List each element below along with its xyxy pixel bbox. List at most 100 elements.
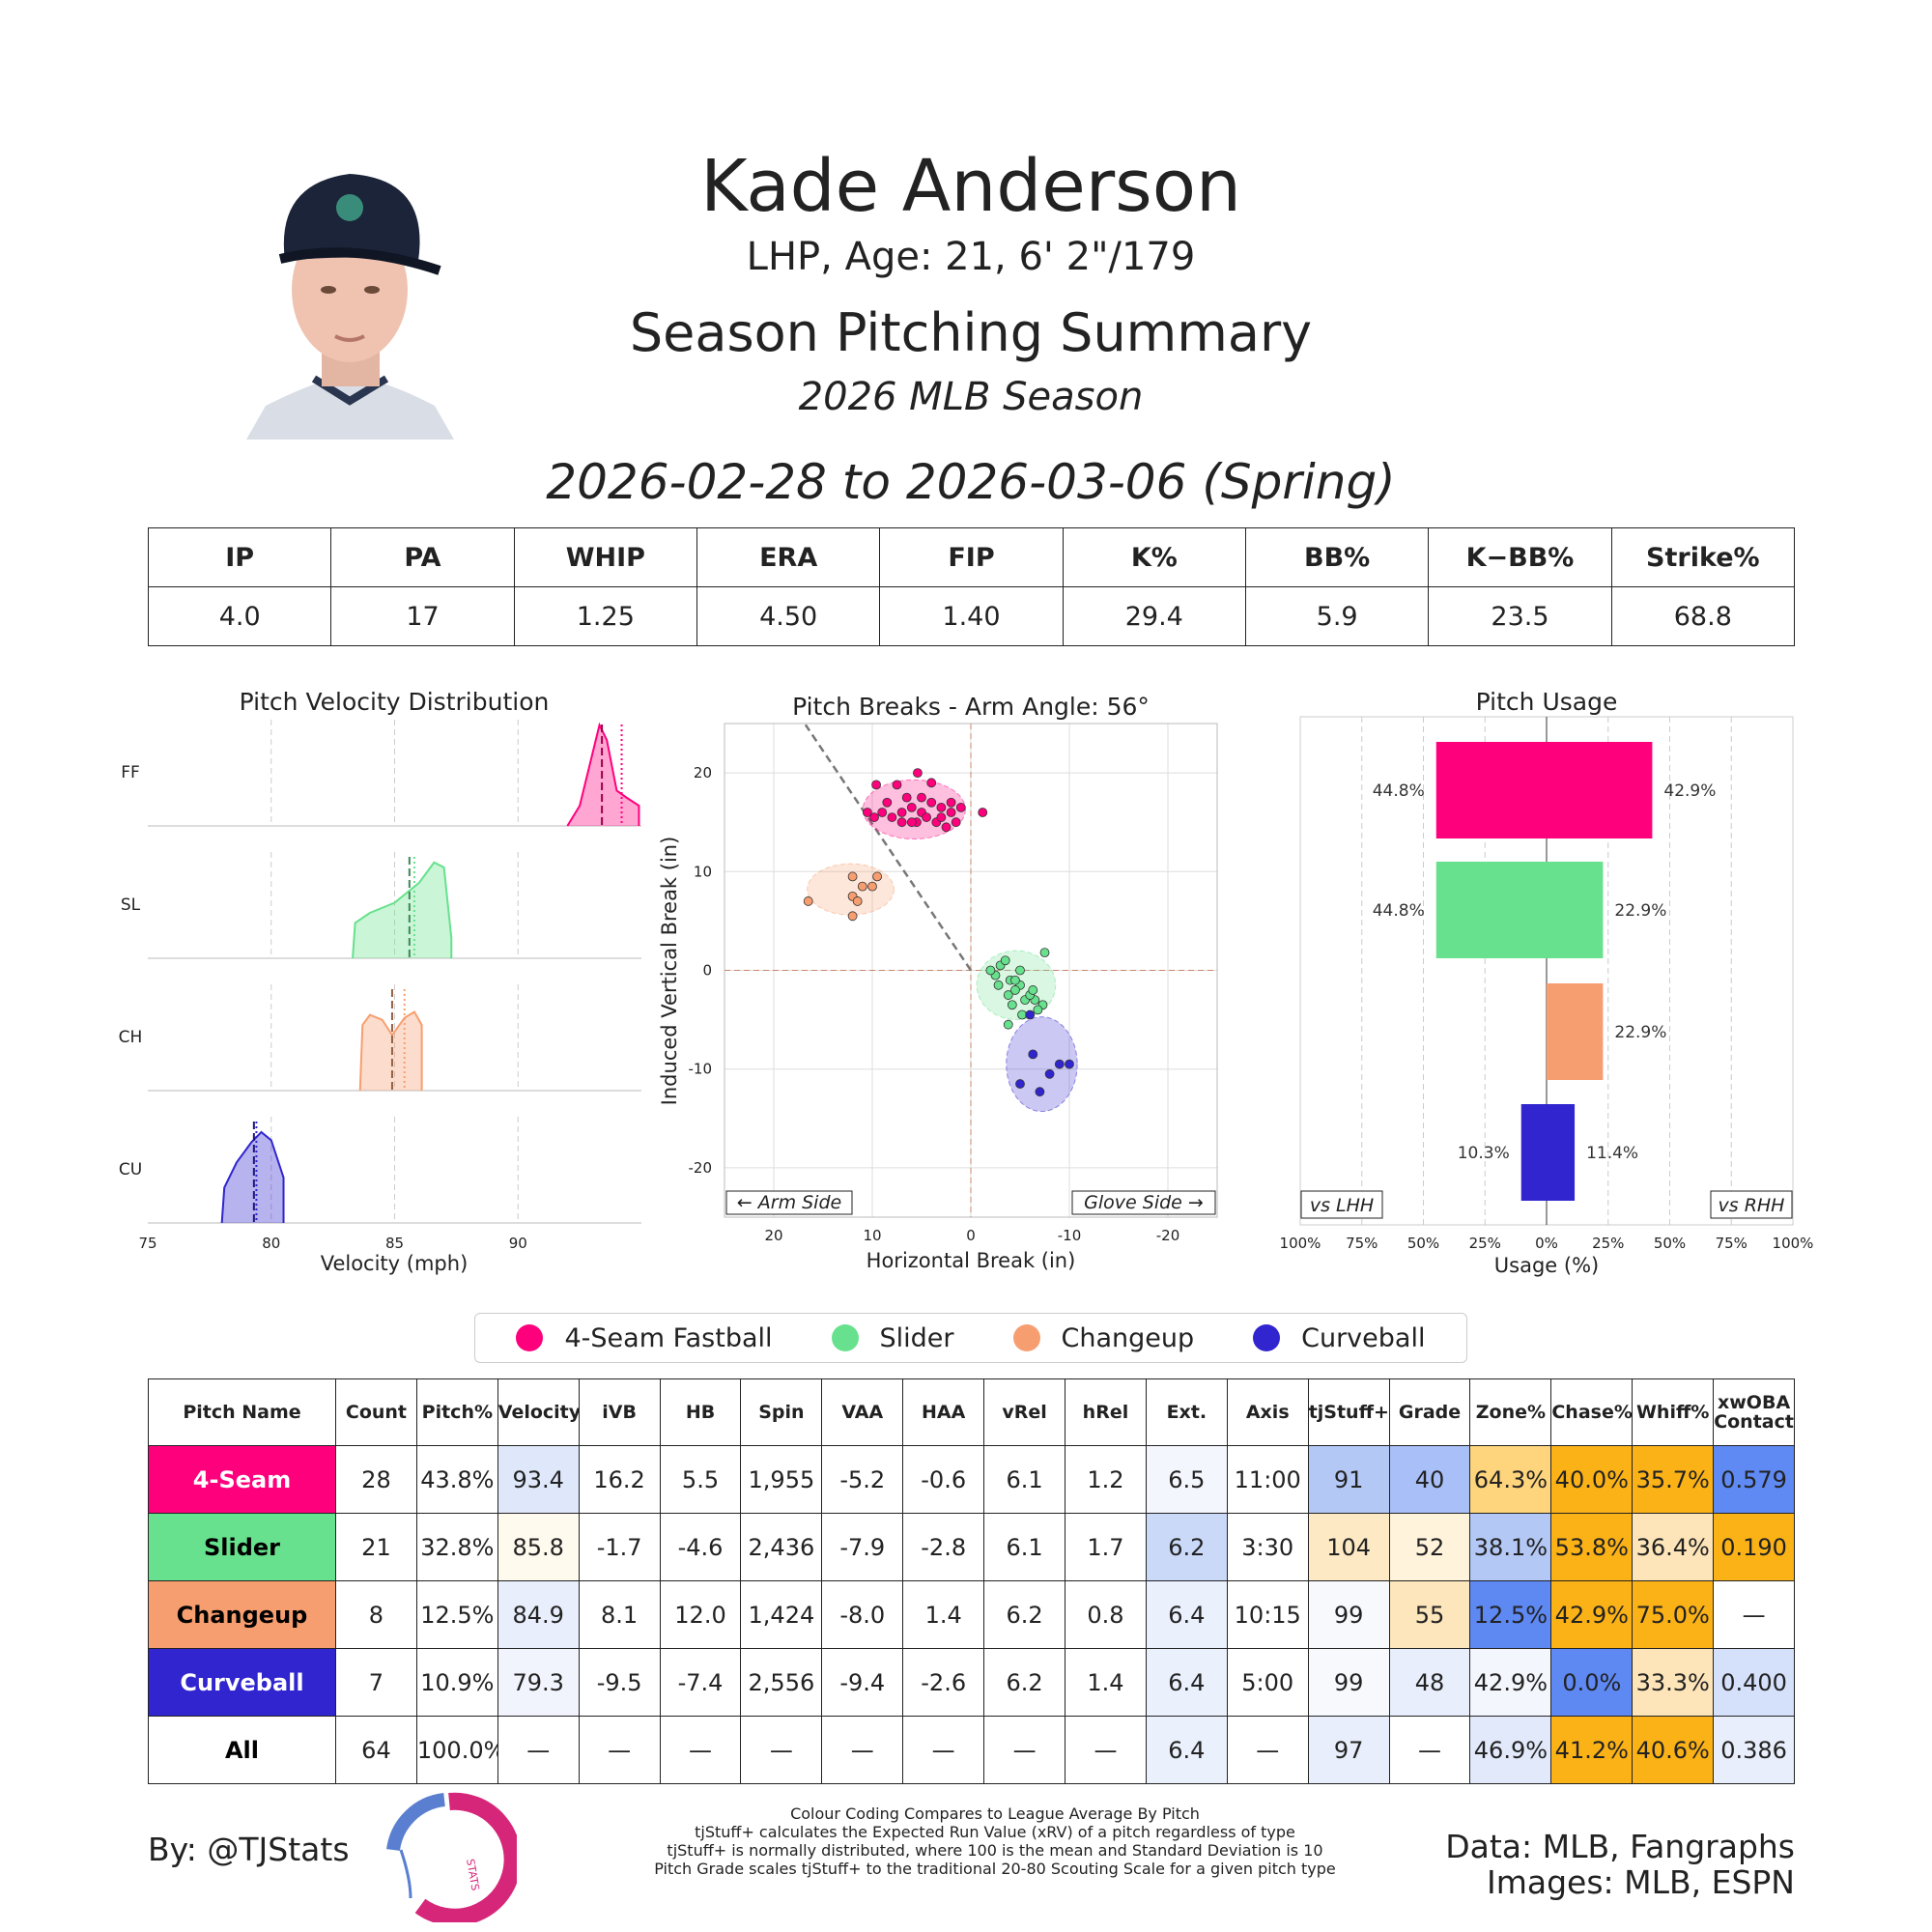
stat-value: 1.40 [879,586,1064,646]
table-cell: -7.4 [659,1648,742,1717]
table-row: Curveball 7 10.9% 79.3 -9.5 -7.4 2,556 -9.4 -2.6… [148,1648,1796,1717]
table-cell: 35.7% [1632,1445,1715,1514]
y-tick-label: 0 [702,962,712,980]
stat-header: K−BB% [1428,527,1612,587]
table-cell: 21 [335,1513,417,1581]
legend-item: Curveball [1253,1323,1425,1353]
pitch-point [869,812,879,822]
table-row: All 64 100.0% — — — — — — — —6.4—97—46.9% 41.2% 40.6… [148,1716,1796,1784]
pitch-point [922,812,931,822]
page-title: Season Pitching Summary [629,302,1313,363]
table-row: 4-Seam 28 43.8% 93.4 16.2 5.5 1,955 -5.2 -0.6 6.1… [148,1445,1796,1514]
pitch-point [1028,1049,1038,1060]
table-cell: 48 [1388,1648,1471,1717]
legend-marker-icon [516,1324,544,1351]
pitch-point [847,871,858,882]
row-label: CU [119,1160,142,1179]
legend-item: 4-Seam Fastball [516,1322,773,1353]
annotation-box [1071,1190,1216,1215]
x-tick-label: 0 [966,1227,976,1244]
stat-header: FIP [879,527,1064,587]
row-label: FF [121,763,140,782]
table-cell: 0.579 [1713,1445,1796,1514]
rhh-label: vs RHH [1719,1195,1785,1216]
density-curve [358,1010,423,1092]
legend-marker-icon [1012,1324,1040,1351]
bar-label: 22.9% [1614,1023,1666,1042]
table-cell: 12.5% [1469,1580,1552,1649]
pitch-point [1003,990,1013,1000]
stat-header: PA [330,527,515,587]
stat-value: 17 [330,586,515,646]
pitch-metrics-table: Pitch Name Count Pitch% Velocity iVB HB Spin VA… [148,1378,1796,1784]
pitch-point [857,881,867,892]
pitch-point [867,881,877,892]
table-cell: 64 [335,1716,417,1784]
date-range: 2026-02-28 to 2026-03-06 (Spring) [546,454,1396,510]
table-cell: 1.2 [1065,1445,1147,1514]
legend-label: Curveball [1301,1322,1426,1353]
source-credits: Data: MLB, Fangraphs Images: MLB, ESPN [1445,1829,1795,1900]
legend-marker-icon [1253,1324,1281,1351]
table-cell: — [983,1716,1066,1784]
y-tick-label: 10 [694,863,712,880]
pitch-point [955,802,966,812]
stat-header: ERA [696,527,881,587]
pitch-point [1025,1009,1036,1020]
chart-title: Pitch Breaks - Arm Angle: 56° [792,693,1150,721]
pitch-name-cell: All [148,1716,336,1784]
column-header: Pitch Name [148,1378,336,1446]
usage-bar-rhh [1547,862,1604,958]
x-tick-label: 25% [1469,1235,1501,1252]
column-header: Spin [740,1378,823,1446]
stats-values-row: 4.0 17 1.25 4.50 1.40 29.4 5.9 23.5 68.8 [147,586,1796,646]
arm-angle-line [804,724,973,972]
usage-bar-lhh [1435,862,1547,958]
table-cell: -0.6 [902,1445,985,1514]
pitch-point [901,792,912,803]
table-cell: 1.7 [1065,1513,1147,1581]
stat-value: 4.0 [147,586,332,646]
table-cell: 28 [335,1445,417,1514]
column-header: HB [659,1378,742,1446]
legend-marker-icon [831,1324,859,1351]
y-axis-label: Induced Vertical Break (in) [658,837,681,1106]
pitch-point [1044,1068,1055,1079]
table-cell: 33.3% [1632,1648,1715,1717]
pitch-point [978,808,988,817]
bar-label: 44.8% [1373,781,1425,801]
table-cell: 11:00 [1226,1445,1309,1514]
table-cell: 52 [1388,1513,1471,1581]
table-header-row: Pitch Name Count Pitch% Velocity iVB HB Spin VA… [148,1378,1796,1446]
author-credit: By: @TJStats [148,1831,350,1868]
table-cell: 91 [1307,1445,1390,1514]
table-cell: 97 [1307,1716,1390,1784]
pitch-point [1015,1079,1025,1089]
pitch-point [847,911,858,922]
bar-label: 10.3% [1458,1144,1510,1163]
table-cell: 104 [1307,1513,1390,1581]
legend-label: Changeup [1061,1322,1195,1353]
column-header: Ext. [1145,1378,1228,1446]
usage-bar-rhh [1547,1104,1576,1201]
table-cell: -7.9 [821,1513,904,1581]
x-tick-label: 100% [1773,1235,1814,1252]
usage-bar-rhh [1547,742,1653,838]
pitch-name-cell: Changeup [148,1580,336,1649]
arm-side-label: ← Arm Side [737,1192,841,1213]
stat-value: 1.25 [513,586,697,646]
annotation-box [1300,1190,1383,1219]
table-cell: 84.9 [497,1580,580,1649]
table-cell: 6.2 [983,1580,1066,1649]
pitch-point [872,871,882,882]
stat-header: WHIP [513,527,697,587]
legend-label: 4-Seam Fastball [564,1322,773,1353]
pitch-point [882,797,893,808]
table-cell: 36.4% [1632,1513,1715,1581]
pitch-point [1007,1000,1017,1010]
table-cell: 6.2 [1145,1513,1228,1581]
table-cell: 5.5 [659,1445,742,1514]
pitch-point [852,896,863,906]
pitch-point [887,812,897,822]
table-cell: 100.0% [415,1716,498,1784]
